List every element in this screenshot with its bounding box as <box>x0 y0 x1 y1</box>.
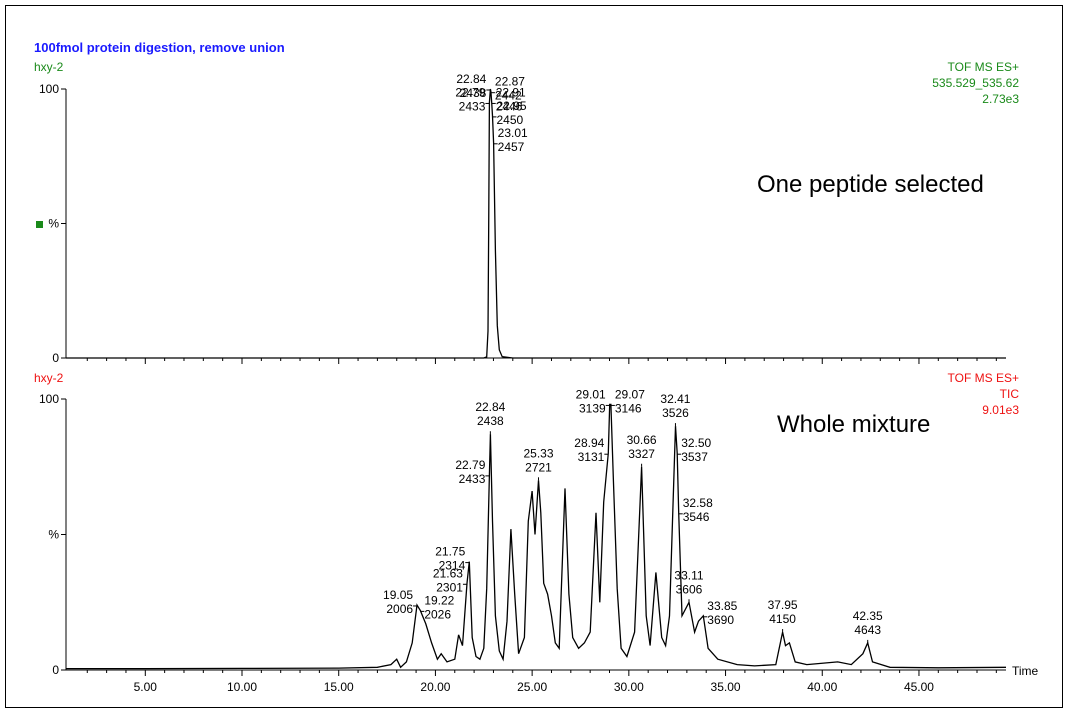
x-tick-label: 15.00 <box>324 680 354 694</box>
bottom-peak-scan-label: 3139 <box>579 401 606 415</box>
top-y-tick-label: 100 <box>39 82 59 96</box>
chart-marks: 100%022.84243822.87244222.79243322.91244… <box>39 72 1007 694</box>
top-panel-annotation: One peptide selected <box>757 171 984 198</box>
top-peak-rt-label: 22.91 <box>496 85 526 99</box>
top-sample-label: hxy-2 <box>34 60 64 74</box>
top-info-line-3: 2.73e3 <box>982 92 1019 106</box>
x-tick-label: 35.00 <box>711 680 741 694</box>
bottom-info-line-3: 9.01e3 <box>982 403 1019 417</box>
top-peak-rt-label: 22.95 <box>496 99 526 113</box>
bottom-peak-rt-label: 22.84 <box>475 400 505 414</box>
x-tick-label: 45.00 <box>904 680 934 694</box>
bottom-peak-scan-label: 3537 <box>681 450 708 464</box>
bottom-y-tick-label: 0 <box>52 663 59 677</box>
top-y-tick-label: 0 <box>52 351 59 365</box>
top-peak-scan-label: 2438 <box>460 86 487 100</box>
bottom-peak-rt-label: 28.94 <box>574 436 604 450</box>
top-peak-scan-label: 2433 <box>459 99 486 113</box>
bottom-sample-label: hxy-2 <box>34 371 64 385</box>
top-peak-scan-label: 2450 <box>496 113 523 127</box>
bottom-peak-scan-label: 3131 <box>578 450 605 464</box>
x-tick-label: 10.00 <box>227 680 257 694</box>
bottom-peak-scan-label: 3327 <box>628 447 655 461</box>
bottom-y-tick-label: 100 <box>39 392 59 406</box>
bottom-peak-rt-label: 29.01 <box>576 387 606 401</box>
top-peak-rt-label: 22.87 <box>495 75 525 89</box>
x-tick-label: 20.00 <box>420 680 450 694</box>
x-tick-label: 25.00 <box>517 680 547 694</box>
top-peak-scan-label: 2446 <box>496 99 523 113</box>
bottom-peak-scan-label: 2314 <box>439 559 466 573</box>
top-trace <box>66 88 1006 359</box>
bottom-peak-rt-label: 25.33 <box>523 446 553 460</box>
bottom-info-line-1: TOF MS ES+ <box>948 371 1019 385</box>
top-peak-rt-label: 23.01 <box>498 126 528 140</box>
bottom-peak-scan-label: 3606 <box>676 582 703 596</box>
bottom-peak-rt-label: 32.50 <box>681 436 711 450</box>
bottom-peak-rt-label: 32.58 <box>683 496 713 510</box>
top-peak-rt-label: 22.79 <box>455 85 485 99</box>
bottom-peak-scan-label: 2721 <box>525 460 552 474</box>
figure-border <box>5 5 1063 708</box>
bottom-peak-scan-label: 4150 <box>769 612 796 626</box>
bottom-peak-rt-label: 42.35 <box>853 609 883 623</box>
figure-title: 100fmol protein digestion, remove union <box>34 40 285 55</box>
bottom-peak-rt-label: 32.41 <box>660 392 690 406</box>
x-tick-label: 5.00 <box>134 680 158 694</box>
bottom-peak-scan-label: 3146 <box>615 401 642 415</box>
x-axis-label: Time <box>1012 664 1039 678</box>
bottom-peak-rt-label: 21.75 <box>435 545 465 559</box>
bottom-peak-rt-label: 19.05 <box>383 588 413 602</box>
top-peak-scan-label: 2442 <box>495 89 522 103</box>
bottom-y-tick-label: % <box>48 528 59 542</box>
top-info-line-2: 535.529_535.62 <box>932 76 1019 90</box>
bottom-peak-rt-label: 37.95 <box>768 598 798 612</box>
bottom-peak-scan-label: 3690 <box>707 613 734 627</box>
top-y-tick-label: % <box>48 217 59 231</box>
bottom-peak-rt-label: 33.85 <box>707 599 737 613</box>
bottom-peak-rt-label: 33.11 <box>674 568 703 582</box>
bottom-info-line-2: TIC <box>1000 387 1020 401</box>
bottom-peak-rt-label: 21.63 <box>433 566 463 580</box>
x-tick-label: 30.00 <box>614 680 644 694</box>
top-peak-scan-label: 2457 <box>498 140 525 154</box>
top-peak-rt-label: 22.84 <box>456 72 486 86</box>
bottom-peak-scan-label: 3546 <box>683 510 710 524</box>
bottom-peak-scan-label: 2301 <box>436 580 463 594</box>
bottom-peak-scan-label: 3526 <box>662 406 689 420</box>
bottom-peak-rt-label: 30.66 <box>627 433 657 447</box>
bottom-peak-scan-label: 4643 <box>854 623 881 637</box>
bottom-peak-scan-label: 2438 <box>477 414 504 428</box>
bottom-peak-scan-label: 2026 <box>424 607 451 621</box>
bottom-peak-scan-label: 2433 <box>459 472 486 486</box>
top-info-line-1: TOF MS ES+ <box>948 60 1019 74</box>
bottom-panel-annotation: Whole mixture <box>777 411 930 438</box>
bottom-peak-rt-label: 22.79 <box>455 458 485 472</box>
x-tick-label: 40.00 <box>807 680 837 694</box>
bottom-peak-rt-label: 29.07 <box>615 387 645 401</box>
bottom-peak-scan-label: 2006 <box>386 602 413 616</box>
bottom-trace <box>66 403 1007 670</box>
bottom-peak-rt-label: 19.22 <box>424 593 454 607</box>
top-legend-marker <box>36 221 43 228</box>
